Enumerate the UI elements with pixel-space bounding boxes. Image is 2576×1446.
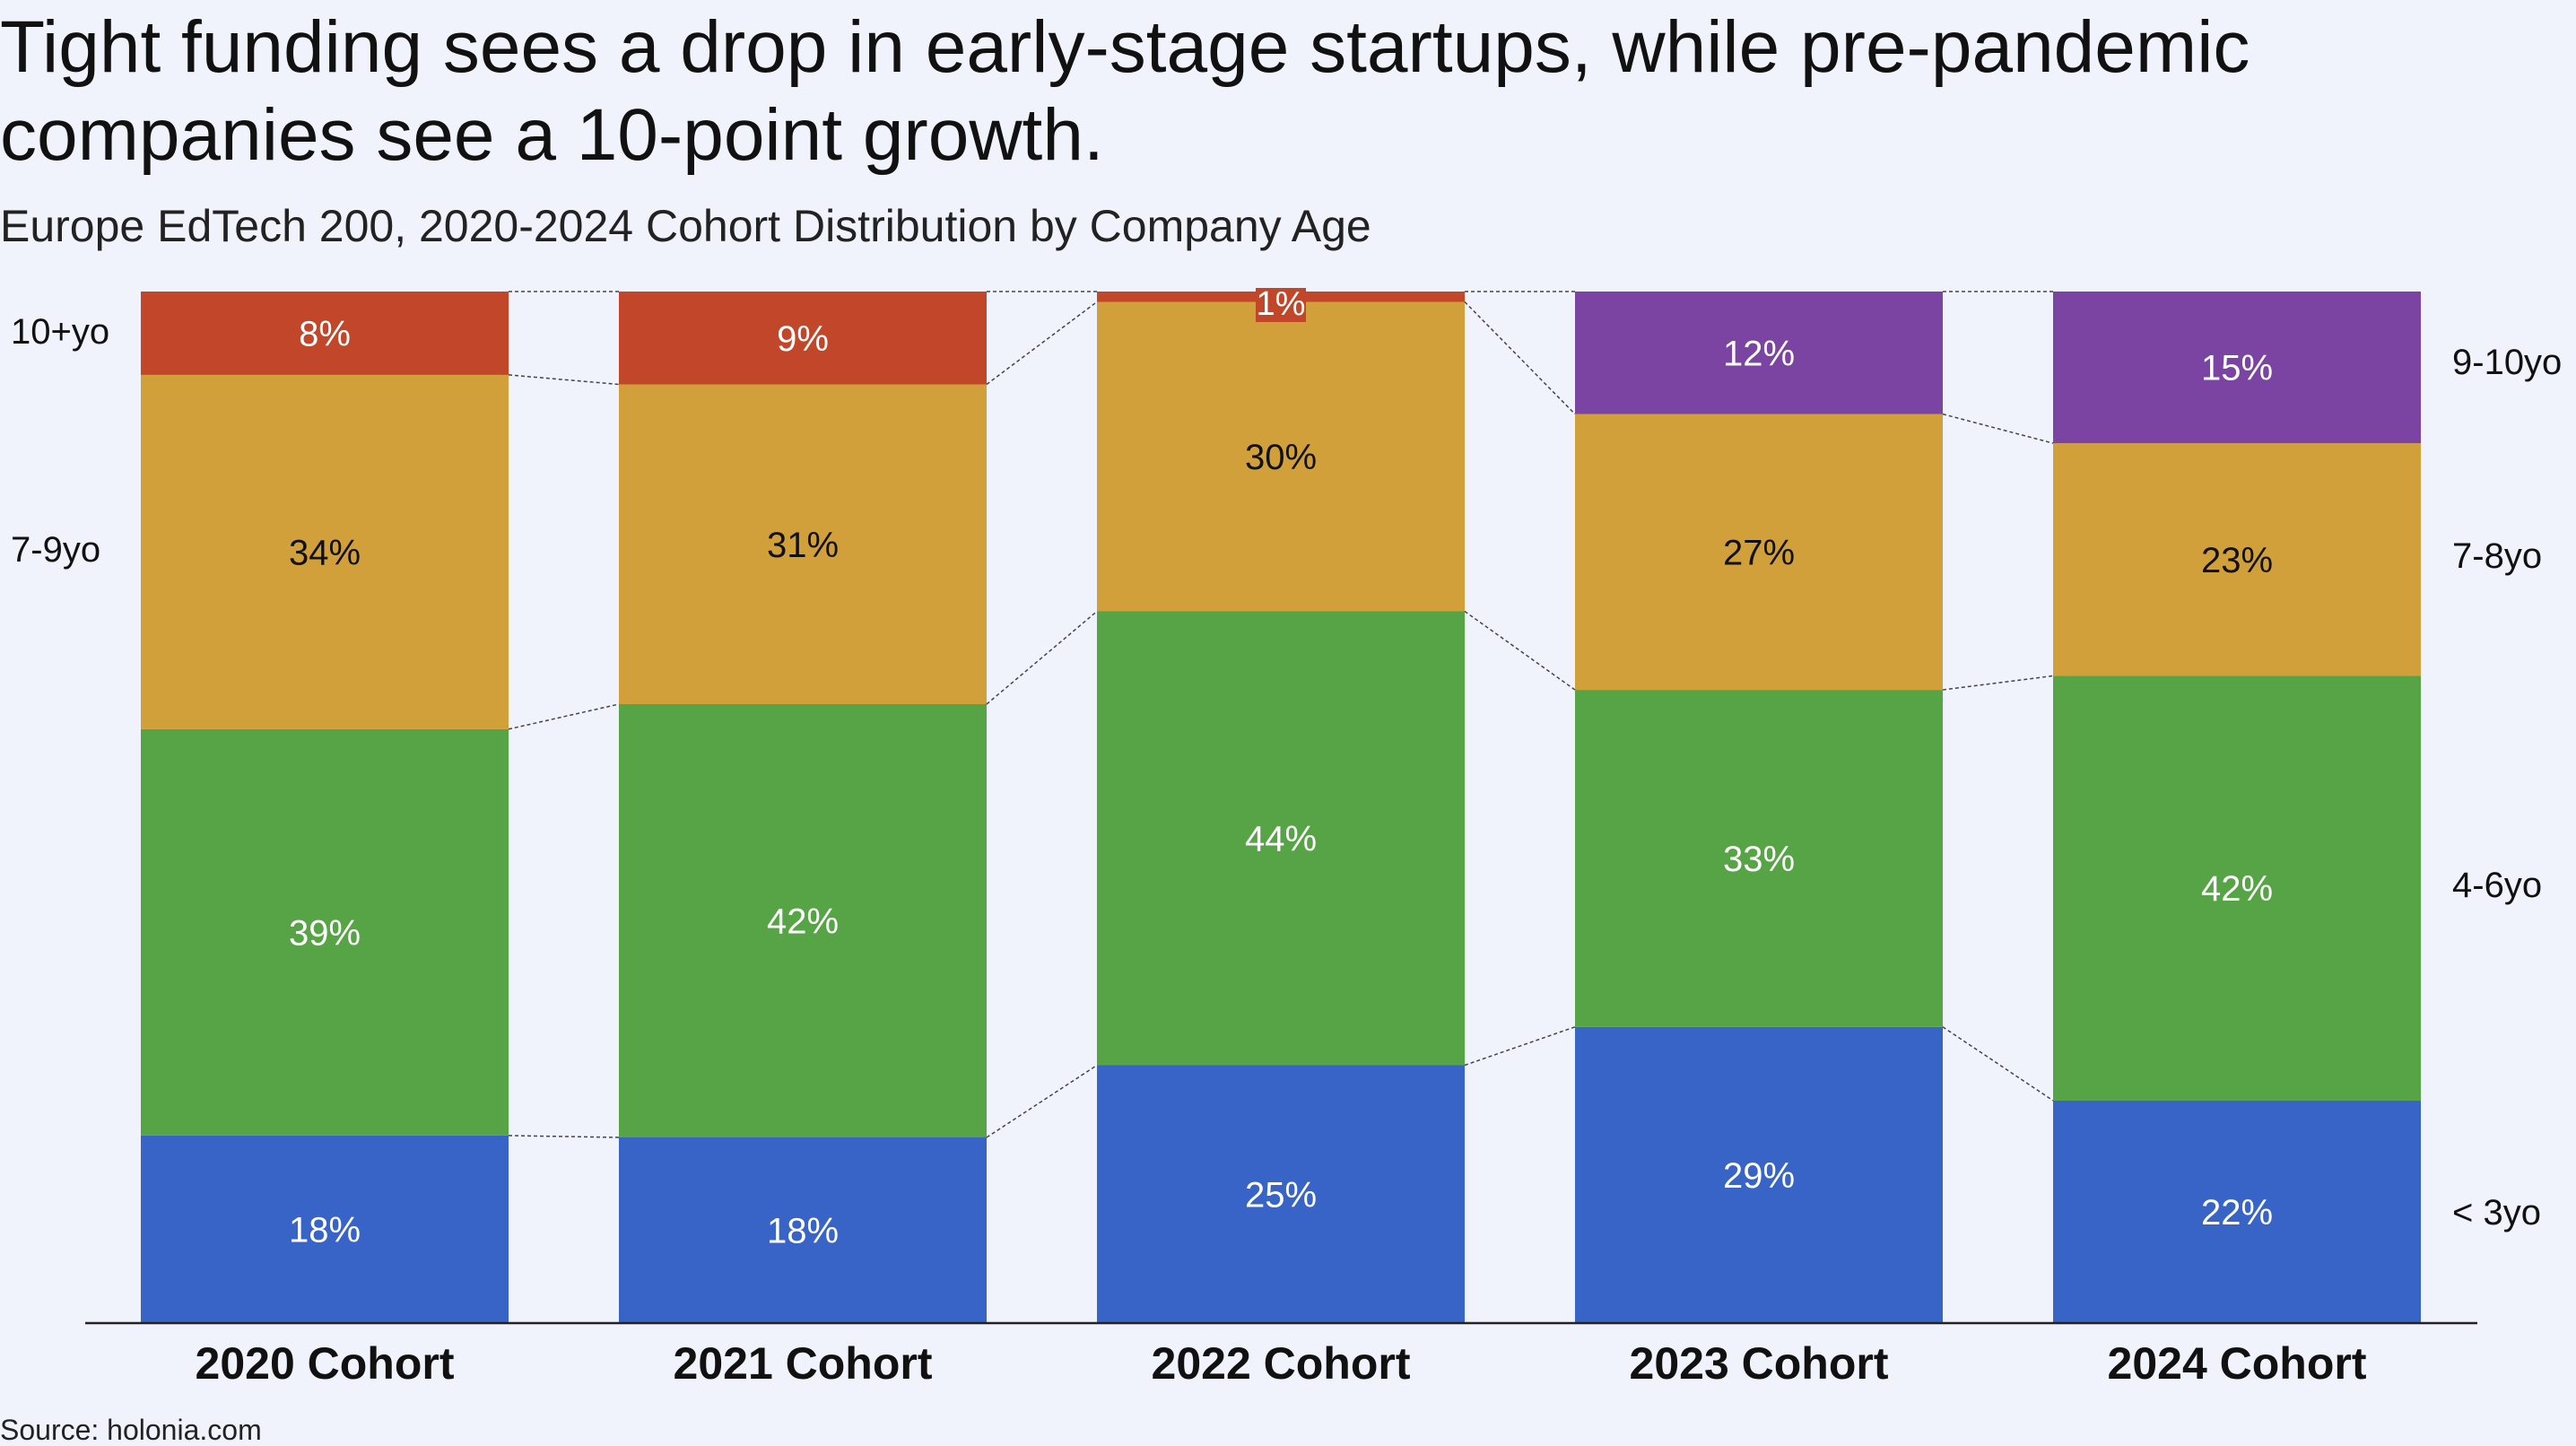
category-label: 2024 Cohort bbox=[2108, 1338, 2367, 1389]
bar-segment bbox=[1575, 690, 1943, 1027]
value-label: 31% bbox=[767, 526, 839, 565]
value-label: 42% bbox=[767, 902, 839, 942]
category-label: 2021 Cohort bbox=[674, 1338, 933, 1389]
value-label: 30% bbox=[1245, 438, 1317, 477]
bar-segment bbox=[1097, 1065, 1465, 1323]
value-label: 44% bbox=[1245, 820, 1317, 859]
bar-segment bbox=[1575, 1026, 1943, 1323]
bar-segment bbox=[2053, 292, 2421, 444]
connector-line bbox=[986, 301, 1098, 386]
connector-line bbox=[1464, 1026, 1576, 1067]
connector-line bbox=[508, 374, 620, 386]
right-series-label: 7-8yo bbox=[2452, 536, 2542, 576]
value-label: 8% bbox=[299, 314, 351, 353]
bar-segment bbox=[141, 728, 509, 1136]
connector-line bbox=[1464, 301, 1576, 415]
value-label: 9% bbox=[777, 319, 829, 359]
source-note: Source: holonia.com bbox=[0, 1414, 262, 1446]
bar-segment bbox=[2053, 675, 2421, 1101]
connector-line bbox=[508, 1135, 620, 1138]
connector-line bbox=[1942, 1026, 2054, 1102]
value-label: 33% bbox=[1723, 840, 1795, 879]
value-label: 15% bbox=[2201, 349, 2273, 388]
connector-line bbox=[1942, 413, 2054, 444]
bar-segment bbox=[619, 384, 987, 704]
bar-segment bbox=[1575, 414, 1943, 691]
bar-segment bbox=[141, 374, 509, 729]
value-label: 27% bbox=[1723, 533, 1795, 572]
value-label: 25% bbox=[1245, 1175, 1317, 1215]
value-label: 23% bbox=[2201, 541, 2273, 580]
left-series-label: 7-9yo bbox=[11, 530, 100, 570]
connector-line bbox=[1464, 610, 1576, 691]
category-label: 2023 Cohort bbox=[1630, 1338, 1889, 1389]
value-label: 39% bbox=[289, 913, 361, 953]
bar-segment bbox=[619, 292, 987, 385]
bar-segment bbox=[619, 704, 987, 1137]
bar-segment bbox=[1097, 611, 1465, 1066]
connector-line bbox=[508, 703, 620, 730]
value-label: 29% bbox=[1723, 1156, 1795, 1196]
value-label: 42% bbox=[2201, 869, 2273, 909]
right-series-label: 4-6yo bbox=[2452, 866, 2542, 905]
chart-title: Tight funding sees a drop in early-stage… bbox=[0, 6, 2250, 176]
category-label: 2020 Cohort bbox=[196, 1338, 455, 1389]
bar-segment bbox=[2053, 1100, 2421, 1323]
chart-subtitle: Europe EdTech 200, 2020-2024 Cohort Dist… bbox=[0, 201, 1371, 251]
bar-segment bbox=[2053, 443, 2421, 676]
value-label: 34% bbox=[289, 533, 361, 572]
tiny-label-box bbox=[1256, 288, 1306, 322]
category-label: 2022 Cohort bbox=[1152, 1338, 1411, 1389]
bar-segment bbox=[141, 1135, 509, 1323]
connector-line bbox=[986, 1064, 1098, 1138]
value-label: 1% bbox=[1257, 285, 1306, 323]
bar-segment bbox=[619, 1137, 987, 1323]
value-label: 22% bbox=[2201, 1193, 2273, 1233]
value-label: 18% bbox=[289, 1210, 361, 1250]
right-series-label: 9-10yo bbox=[2452, 343, 2562, 382]
left-series-label: 10+yo bbox=[11, 312, 109, 352]
connector-line bbox=[986, 610, 1098, 705]
right-series-label: < 3yo bbox=[2452, 1193, 2541, 1233]
bar-segment bbox=[1097, 301, 1465, 612]
value-label: 12% bbox=[1723, 334, 1795, 373]
bar-segment bbox=[141, 292, 509, 375]
connector-line bbox=[1942, 675, 2054, 691]
value-label: 18% bbox=[767, 1212, 839, 1251]
bar-segment bbox=[1575, 292, 1943, 414]
